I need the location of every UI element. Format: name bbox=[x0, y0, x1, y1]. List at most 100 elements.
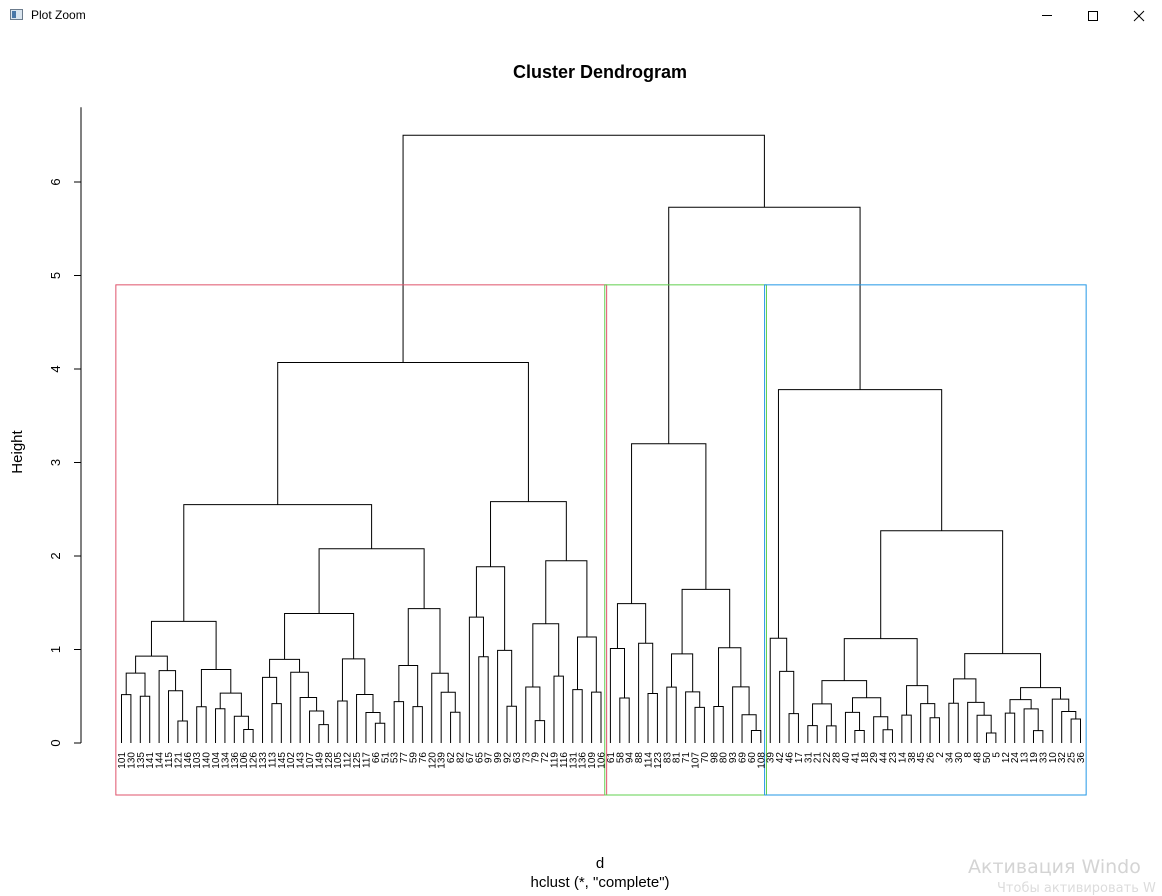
dendrogram-link bbox=[398, 664, 419, 707]
leaf-label: 59 bbox=[408, 752, 419, 764]
leaf-label: 40 bbox=[841, 752, 852, 764]
leaf-label: 8 bbox=[963, 752, 974, 758]
dendrogram-link bbox=[525, 686, 541, 743]
dendrogram-link bbox=[1009, 699, 1032, 714]
leaf-labels: 1011301351411441151211461031401041341361… bbox=[117, 752, 1087, 769]
dendrogram-link bbox=[812, 703, 832, 726]
dendrogram-link bbox=[1032, 730, 1044, 743]
leaf-label: 62 bbox=[446, 752, 457, 764]
leaf-label: 5 bbox=[991, 752, 1002, 758]
leaf-label: 18 bbox=[860, 752, 871, 764]
leaf-label: 101 bbox=[117, 752, 128, 769]
dendrogram-link bbox=[200, 669, 232, 707]
activation-watermark-title: Активация Windo bbox=[968, 856, 1141, 878]
leaf-label: 60 bbox=[747, 752, 758, 764]
x-axis-sublabel: hclust (*, "complete") bbox=[530, 874, 669, 891]
leaf-label: 32 bbox=[1057, 752, 1068, 764]
leaf-label: 144 bbox=[155, 752, 166, 769]
window-titlebar: Plot Zoom bbox=[0, 0, 1162, 31]
close-icon bbox=[1133, 10, 1145, 22]
dendrogram-link bbox=[356, 694, 374, 743]
dendrogram-link bbox=[135, 655, 168, 674]
dendrogram-link bbox=[631, 443, 707, 604]
leaf-label: 45 bbox=[916, 752, 927, 764]
dendrogram-link bbox=[694, 706, 705, 743]
cluster-box-3 bbox=[764, 284, 1087, 796]
leaf-label: 79 bbox=[531, 752, 542, 764]
leaf-label: 146 bbox=[183, 752, 194, 769]
leaf-label: 31 bbox=[803, 752, 814, 764]
dendrogram-link bbox=[497, 649, 513, 743]
y-tick-label: 4 bbox=[48, 365, 63, 372]
dendrogram-link bbox=[407, 608, 441, 674]
leaf-label: 10 bbox=[1048, 752, 1059, 764]
leaf-label: 29 bbox=[869, 752, 880, 764]
leaf-label: 98 bbox=[709, 752, 720, 764]
leaf-label: 141 bbox=[145, 752, 156, 769]
leaf-label: 126 bbox=[249, 752, 260, 769]
dendrogram-link bbox=[1020, 687, 1062, 700]
leaf-label: 114 bbox=[644, 752, 655, 768]
dendrogram-link bbox=[821, 680, 868, 704]
leaf-label: 12 bbox=[1001, 752, 1012, 764]
leaf-label: 17 bbox=[794, 752, 805, 764]
dendrogram-link bbox=[450, 711, 461, 743]
maximize-button[interactable] bbox=[1070, 0, 1116, 31]
dendrogram-link bbox=[139, 695, 151, 743]
y-tick-label: 6 bbox=[48, 178, 63, 185]
dendrogram-link bbox=[619, 697, 630, 743]
leaf-label: 69 bbox=[738, 752, 749, 764]
dendrogram-link bbox=[779, 670, 795, 743]
leaf-label: 51 bbox=[380, 752, 391, 764]
cluster-boxes bbox=[115, 284, 1087, 796]
dendrogram-link bbox=[929, 717, 940, 743]
leaf-label: 88 bbox=[634, 752, 645, 764]
dendrogram-link bbox=[826, 725, 837, 743]
cluster-box-2 bbox=[604, 284, 767, 796]
leaf-label: 97 bbox=[484, 752, 495, 764]
leaf-label: 107 bbox=[305, 752, 316, 769]
dendrogram-link bbox=[616, 603, 647, 649]
leaf-label: 119 bbox=[549, 752, 560, 768]
leaf-label: 34 bbox=[944, 752, 955, 764]
dendrogram-link bbox=[750, 730, 762, 743]
leaf-label: 103 bbox=[192, 752, 203, 769]
dendrogram-link bbox=[183, 504, 373, 622]
dendrogram-link bbox=[671, 653, 694, 692]
dendrogram-link bbox=[219, 692, 242, 717]
x-axis-label: d bbox=[596, 855, 604, 872]
dendrogram-link bbox=[284, 612, 355, 660]
dendrogram-link bbox=[880, 530, 1004, 654]
dendrogram-link bbox=[854, 729, 865, 743]
dendrogram-link bbox=[431, 672, 449, 743]
leaf-label: 80 bbox=[719, 752, 730, 764]
leaf-label: 19 bbox=[1029, 752, 1040, 764]
close-button[interactable] bbox=[1116, 0, 1162, 31]
y-tick-label: 1 bbox=[48, 646, 63, 653]
dendrogram-link bbox=[901, 714, 912, 743]
leaf-label: 135 bbox=[136, 752, 147, 769]
leaf-label: 58 bbox=[615, 752, 626, 764]
dendrogram-link bbox=[168, 690, 184, 743]
dendrogram-link bbox=[553, 675, 564, 743]
cluster-box-1 bbox=[115, 284, 608, 796]
minimize-button[interactable] bbox=[1024, 0, 1070, 31]
leaf-label: 21 bbox=[813, 752, 824, 764]
dendrogram-link bbox=[948, 702, 959, 743]
dendrogram-link bbox=[271, 703, 282, 743]
leaf-label: 109 bbox=[587, 752, 598, 769]
dendrogram-link bbox=[150, 620, 217, 670]
leaf-label: 13 bbox=[1020, 752, 1031, 764]
leaf-label: 105 bbox=[333, 752, 344, 769]
leaf-label: 83 bbox=[662, 752, 673, 764]
leaf-label: 107 bbox=[691, 752, 702, 769]
leaf-label: 125 bbox=[352, 752, 363, 769]
leaf-label: 133 bbox=[258, 752, 269, 769]
leaf-label: 22 bbox=[822, 752, 833, 764]
leaf-label: 82 bbox=[455, 752, 466, 764]
y-axis-label: Height bbox=[9, 429, 26, 473]
dendrogram-link bbox=[215, 708, 226, 743]
dendrogram-link bbox=[906, 685, 929, 716]
leaf-label: 46 bbox=[785, 752, 796, 764]
dendrogram-link bbox=[713, 706, 724, 743]
